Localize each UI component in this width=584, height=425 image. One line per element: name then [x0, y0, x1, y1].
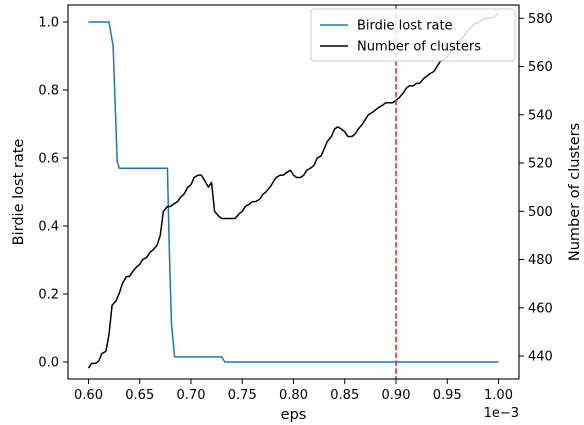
legend-label: Number of clusters	[357, 40, 481, 55]
y-right-tick-label: 480	[528, 253, 553, 268]
x-axis-label: eps	[281, 407, 307, 423]
y-left-axis-label: Birdie lost rate	[11, 139, 27, 246]
y-left-tick-label: 1.0	[38, 16, 59, 31]
y-left-tick-label: 0.2	[38, 288, 59, 303]
y-right-axis-label: Number of clusters	[567, 123, 583, 261]
x-tick-label: 0.70	[177, 388, 206, 403]
y-right-tick-label: 460	[528, 301, 553, 316]
x-tick-label: 0.80	[279, 388, 308, 403]
x-tick-label: 0.65	[125, 388, 154, 403]
y-right-tick-label: 520	[528, 157, 553, 172]
y-left-tick-label: 0.6	[38, 152, 59, 167]
x-tick-label: 0.60	[74, 388, 103, 403]
x-tick-label: 1.00	[484, 388, 513, 403]
x-tick-label: 0.75	[228, 388, 257, 403]
x-tick-label: 0.95	[433, 388, 462, 403]
y-left-tick-label: 0.8	[38, 84, 59, 99]
y-right-tick-label: 580	[528, 12, 553, 27]
x-tick-label: 0.90	[382, 388, 411, 403]
y-right-tick-label: 500	[528, 205, 553, 220]
y-right-tick-label: 560	[528, 60, 553, 75]
y-right-tick-label: 540	[528, 108, 553, 123]
y-left-tick-label: 0.4	[38, 220, 59, 235]
legend-box	[310, 8, 516, 62]
y-right-tick-label: 440	[528, 350, 553, 365]
x-offset-label: 1e−3	[484, 406, 519, 421]
y-left-tick-label: 0.0	[38, 356, 59, 371]
legend-label: Birdie lost rate	[357, 19, 453, 34]
series-line-clusters	[87, 12, 499, 369]
series-line-lost-rate	[88, 21, 499, 363]
x-tick-label: 0.85	[330, 388, 359, 403]
